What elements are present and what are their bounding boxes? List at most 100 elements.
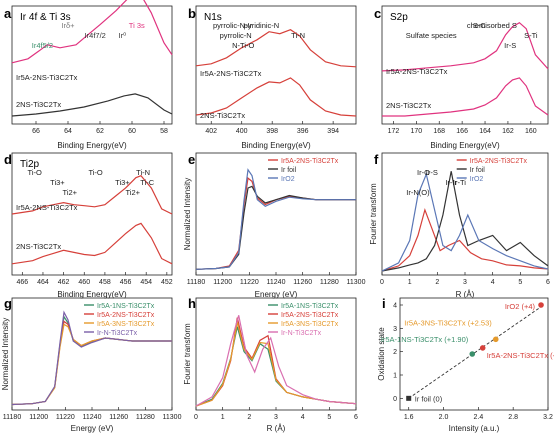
- panel-d-xtick-label-4: 458: [99, 279, 111, 286]
- panel-a-annotations: Ti 3s Ir4f7/2 Ir4f5/2 Irδ+ Ir⁰: [32, 21, 145, 50]
- panel-a-xticks: 66 64 62 60 58: [32, 121, 168, 135]
- panel-e-xtick-label-6: 11300: [347, 279, 366, 286]
- panel-e-xtick-label-4: 11260: [293, 279, 312, 286]
- panel-g-legend-label-3: Ir-N-Ti3C2Tx: [97, 330, 138, 337]
- panel-b-title: N1s: [204, 12, 222, 23]
- panel-i-xticks: 1.6 2.0 2.4 2.8 3.2: [404, 407, 553, 421]
- panel-h-legend-label-1: Ir5A-2NS-Ti3C2Tx: [281, 312, 339, 319]
- panel-i-xlabel: Intensity (a.u.): [449, 424, 500, 433]
- panel-h-series-1: [195, 317, 357, 407]
- panel-f-label: f: [374, 152, 379, 167]
- panel-f-series-0: [381, 207, 549, 272]
- panel-c-frame: [381, 5, 549, 125]
- panel-c-xtick-label-6: 160: [525, 128, 537, 135]
- panel-c-xtick-label-1: 170: [411, 128, 423, 135]
- panel-g-xtick-label-5: 11280: [136, 414, 155, 421]
- panel-a-xtick-label-2: 62: [96, 128, 104, 135]
- panel-e-xticks: 11180 11200 11220 11240 11260 11280 11300: [187, 272, 366, 286]
- panel-f-xtick-label-1: 1: [408, 279, 412, 286]
- panel-c-annotation-0: chemisorbed S: [467, 21, 517, 30]
- panel-d-series: [11, 174, 173, 265]
- panel-b-series-label-0: Ir5A-2NS-Ti3C2Tx: [200, 69, 262, 78]
- panel-d-xtick-label-5: 456: [120, 279, 132, 286]
- panel-f-annotations: Ir-O Ir-Ir Ir-N(O) Ir-S Ir-Ti: [406, 168, 466, 197]
- panel-i-point-label-0: Ir foil (0): [415, 394, 443, 403]
- panel-c-xtick-label-4: 164: [479, 128, 491, 135]
- panel-d-xtick-label-7: 452: [161, 279, 173, 286]
- panel-h-xtick-label-1: 1: [221, 414, 225, 421]
- panel-a-xlabel: Binding Energy(eV): [57, 141, 127, 150]
- panel-b-label: b: [188, 6, 196, 21]
- panel-i-xtick-label-2: 2.4: [473, 414, 483, 421]
- panel-e-series-2: [195, 168, 356, 270]
- panel-i-point-4: [538, 302, 544, 308]
- panel-h-ylabel: Fourier transform: [183, 323, 192, 385]
- panel-c-series-label-1: 2NS-Ti3C2Tx: [386, 101, 431, 110]
- panel-f-annotation-1: Ir-Ir: [445, 178, 457, 187]
- panel-h-xtick-label-4: 4: [301, 414, 305, 421]
- panel-f-xtick-label-2: 2: [435, 279, 439, 286]
- panel-h-label: h: [188, 296, 196, 311]
- panel-i-fit-path: [408, 304, 544, 399]
- panel-i-label: i: [382, 296, 386, 311]
- panel-c-series-1: [382, 77, 549, 117]
- panel-i-xtick-label-1: 2.0: [439, 414, 449, 421]
- panel-c-series-0: [381, 21, 549, 72]
- panel-a-title: Ir 4f & Ti 3s: [20, 12, 71, 23]
- panel-h-xtick-label-3: 3: [274, 414, 278, 421]
- panel-d-annotation-5: Ti2+: [126, 188, 141, 197]
- panel-f-series: [381, 171, 549, 272]
- panel-c-label: c: [374, 6, 381, 21]
- panel-f-xtick-label-3: 3: [463, 279, 467, 286]
- panel-g-xtick-label-2: 11220: [56, 414, 75, 421]
- panel-e-series: [195, 168, 356, 270]
- panel-c-xtick-label-0: 172: [388, 128, 400, 135]
- panel-a-series: [11, 0, 173, 117]
- panel-i-point-label-1: Ir5A-1NS-Ti3C2Tx (+1.90): [381, 335, 469, 344]
- panel-d-xtick-label-0: 466: [16, 279, 28, 286]
- panel-h-legend: Ir5A-1NS-Ti3C2Tx Ir5A-2NS-Ti3C2Tx Ir5A-3NS…: [268, 303, 339, 337]
- panel-i-ytick-label-3: 3: [393, 326, 397, 333]
- panel-d-annotation-6: Ti-N: [136, 168, 150, 177]
- panel-d-annotation-2: Ti2+: [63, 188, 78, 197]
- panel-b: b N1s Binding Energy(eV) 402 400 398 396 394…: [188, 5, 357, 150]
- panel-d-xticks: 466 464 462 460 458 456 454 452: [16, 272, 173, 286]
- panel-g-xticks: 11180 11200 11220 11240 11260 11280 11300: [3, 407, 182, 421]
- panel-b-series-label-1: 2NS-Ti3C2Tx: [200, 111, 245, 120]
- panel-a-annotation-0: Ti 3s: [129, 21, 145, 30]
- panel-b-annotation-4: pyrrolic-N: [220, 31, 252, 40]
- panel-h-xticks: 0 1 2 3 4 5 6: [194, 407, 358, 421]
- panel-i-xtick-label-0: 1.6: [404, 414, 414, 421]
- panel-f-xlabel: R (Å): [456, 290, 475, 299]
- panel-i-ytick-label-2: 2: [393, 349, 397, 356]
- panel-e-legend-label-2: IrO2: [281, 176, 295, 183]
- panel-h-legend-label-0: Ir5A-1NS-Ti3C2Tx: [281, 303, 339, 310]
- panel-c-annotation-2: Ir-S: [504, 41, 516, 50]
- panel-g-series-2: [11, 323, 172, 406]
- panel-g-xlabel: Energy (eV): [71, 424, 114, 433]
- panel-b-xlabel: Binding Energy(eV): [241, 141, 311, 150]
- panel-a-xtick-label-3: 60: [128, 128, 136, 135]
- panel-e-legend-label-1: Ir foil: [281, 167, 297, 174]
- panel-f-xticks: 0 1 2 3 4 5 6: [380, 272, 550, 286]
- panel-b-annotation-1: Ti-N: [291, 31, 305, 40]
- panel-h-series: [195, 315, 357, 407]
- panel-b-xtick-label-0: 402: [205, 128, 217, 135]
- panel-f-annotation-3: Ir-S: [426, 168, 438, 177]
- panel-f-xtick-label-5: 5: [518, 279, 522, 286]
- panel-f-legend-label-0: Ir5A-2NS-Ti3C2Tx: [470, 158, 528, 165]
- panel-c-annotation-3: S-C: [473, 21, 487, 30]
- panel-a-frame: [11, 5, 173, 125]
- panel-f-legend: Ir5A-2NS-Ti3C2Tx Ir foil IrO2: [456, 158, 528, 183]
- panel-d-series-label-1: 2NS-Ti3C2Tx: [16, 242, 61, 251]
- panel-i-point-label-2: Ir5A-2NS-Ti3C2Tx (+2.16): [487, 351, 554, 360]
- panel-e-ylabel: Normalized Intensity: [183, 178, 192, 250]
- panel-b-series-1: [195, 77, 357, 117]
- panel-b-series: [195, 29, 357, 117]
- panel-c: c S2p Binding Energy(eV) 172 170 168 166 164…: [374, 5, 549, 150]
- panel-a-annotation-4: Ir⁰: [119, 31, 127, 40]
- panel-g-series: [11, 310, 172, 406]
